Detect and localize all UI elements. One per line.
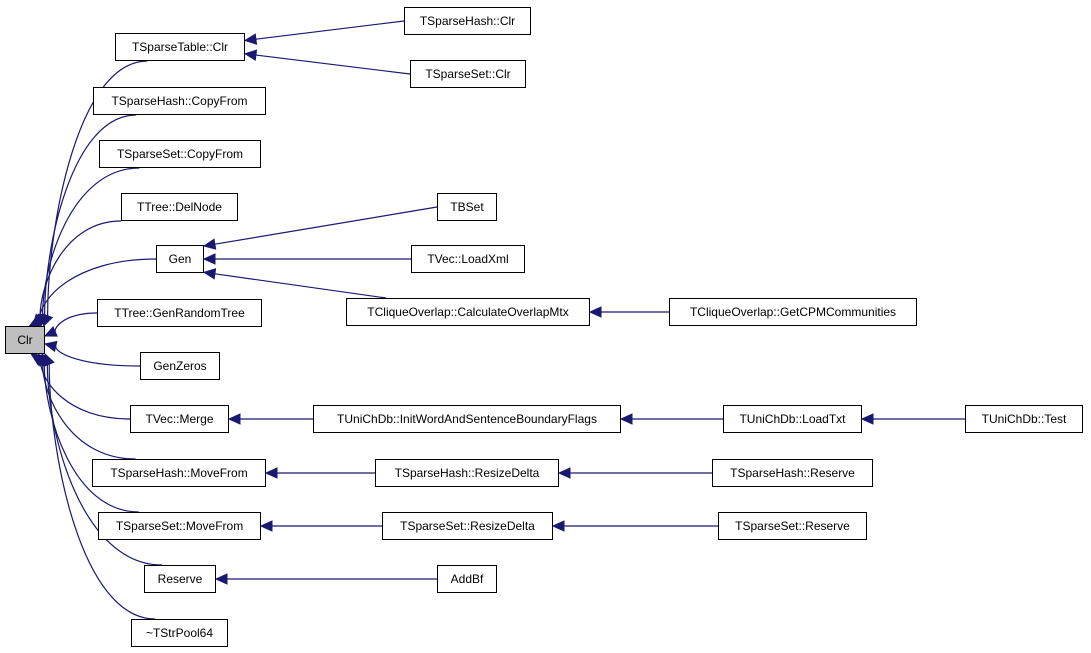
node-gen[interactable]: Gen (156, 245, 204, 273)
arrowhead (202, 268, 217, 280)
node-label: TVec::Merge (145, 412, 214, 426)
node-label: Clr (17, 333, 33, 347)
node-tunichdb-initword[interactable]: TUniChDb::InitWordAndSentenceBoundaryFla… (313, 405, 621, 433)
node-tvec-loadxml[interactable]: TVec::LoadXml (411, 245, 525, 273)
arrowhead (43, 326, 58, 337)
edge-genzeros-to-clr (55, 346, 141, 367)
arrowhead (243, 33, 258, 45)
arrowhead (264, 467, 278, 479)
node-label: TSparseSet::Clr (425, 67, 511, 81)
node-addbf[interactable]: AddBf (437, 565, 497, 593)
node-ttree-delnode[interactable]: TTree::DelNode (121, 193, 238, 221)
node-label: TSparseHash::Reserve (730, 466, 855, 480)
node-label: TUniChDb::Test (981, 412, 1067, 426)
arrowhead (214, 573, 228, 585)
node-tsparseset-copyfrom[interactable]: TSparseSet::CopyFrom (99, 140, 261, 168)
node-tstrpool64-dtor[interactable]: ~TStrPool64 (131, 619, 228, 647)
arrowhead (227, 413, 241, 425)
node-label: TSparseSet::Reserve (735, 519, 850, 533)
edge-tsparsehash-clr-to-tsparsetable-clr (255, 20, 405, 40)
node-label: TSparseSet::ResizeDelta (400, 519, 535, 533)
node-tbset[interactable]: TBSet (437, 193, 497, 221)
node-tunichdb-test[interactable]: TUniChDb::Test (965, 405, 1083, 433)
node-label: TSparseHash::Clr (419, 14, 516, 28)
arrowhead (43, 340, 58, 353)
node-label: TTree::GenRandomTree (114, 306, 245, 320)
node-tcliqueoverlap-getcpm[interactable]: TCliqueOverlap::GetCPMCommunities (669, 298, 917, 326)
edge-tstrpool64-dtor-to-clr (48, 364, 156, 620)
arrowhead (551, 520, 565, 532)
edge-gen-to-clr (38, 258, 157, 321)
arrowhead (202, 253, 216, 265)
node-ttree-genrandomtree[interactable]: TTree::GenRandomTree (97, 299, 262, 327)
node-label: TBSet (450, 200, 484, 214)
node-label: TCliqueOverlap::CalculateOverlapMtx (367, 305, 569, 319)
edge-ttree-genrandomtree-to-clr (54, 312, 98, 332)
node-label: TVec::LoadXml (427, 252, 509, 266)
node-tsparseset-movefrom[interactable]: TSparseSet::MoveFrom (98, 512, 261, 540)
edge-tvec-merge-to-clr (39, 360, 131, 420)
edge-tsparseset-clr-to-tsparsetable-clr (255, 54, 411, 75)
arrowhead (860, 413, 874, 425)
node-label: Reserve (157, 572, 203, 586)
node-tsparsehash-movefrom[interactable]: TSparseHash::MoveFrom (92, 459, 266, 487)
edge-tsparsetable-clr-to-clr (47, 60, 148, 316)
arrowhead (557, 467, 571, 479)
edge-tcliqueoverlap-calc-to-gen (214, 273, 387, 299)
node-label: TSparseSet::CopyFrom (116, 147, 244, 161)
node-tsparsetable-clr[interactable]: TSparseTable::Clr (115, 33, 245, 61)
edge-tsparsehash-copyfrom-to-clr (43, 114, 137, 316)
edge-tsparseset-movefrom-to-clr (43, 363, 139, 513)
edge-reserve-to-clr (46, 363, 163, 566)
node-label: TSparseTable::Clr (131, 40, 229, 54)
node-tsparseset-clr[interactable]: TSparseSet::Clr (410, 60, 526, 88)
node-tsparsehash-resizedelta[interactable]: TSparseHash::ResizeDelta (375, 459, 559, 487)
node-label: TSparseSet::MoveFrom (115, 519, 244, 533)
node-label: TSparseHash::CopyFrom (111, 94, 248, 108)
node-tsparsehash-copyfrom[interactable]: TSparseHash::CopyFrom (93, 87, 266, 115)
node-tunichdb-loadtxt[interactable]: TUniChDb::LoadTxt (723, 405, 862, 433)
node-tvec-merge[interactable]: TVec::Merge (130, 405, 229, 433)
arrowhead (588, 306, 602, 318)
node-label: ~TStrPool64 (145, 626, 214, 640)
node-label: TUniChDb::LoadTxt (739, 412, 846, 426)
arrowhead (202, 238, 217, 250)
node-reserve[interactable]: Reserve (144, 565, 216, 593)
node-label: TCliqueOverlap::GetCPMCommunities (689, 305, 897, 319)
node-clr: Clr (5, 326, 45, 354)
node-tsparsehash-reserve[interactable]: TSparseHash::Reserve (712, 459, 873, 487)
arrowhead (28, 315, 43, 327)
node-tsparsehash-clr[interactable]: TSparseHash::Clr (404, 7, 531, 35)
arrowhead (259, 520, 273, 532)
arrowhead (243, 49, 258, 61)
node-tcliqueoverlap-calc[interactable]: TCliqueOverlap::CalculateOverlapMtx (346, 298, 590, 326)
node-label: TSparseHash::MoveFrom (110, 466, 248, 480)
node-label: Gen (168, 252, 192, 266)
node-genzeros[interactable]: GenZeros (140, 352, 220, 380)
edge-ttree-delnode-to-clr (39, 220, 122, 318)
node-label: AddBf (450, 572, 484, 586)
node-label: TSparseHash::ResizeDelta (394, 466, 540, 480)
arrowhead (619, 413, 633, 425)
arrowhead (44, 352, 55, 367)
edge-tsparseset-copyfrom-to-clr (41, 167, 140, 317)
node-tsparseset-reserve[interactable]: TSparseSet::Reserve (718, 512, 867, 540)
node-label: GenZeros (153, 359, 207, 373)
node-tsparseset-resizedelta[interactable]: TSparseSet::ResizeDelta (382, 512, 553, 540)
node-label: TUniChDb::InitWordAndSentenceBoundaryFla… (337, 412, 597, 426)
node-label: TTree::DelNode (137, 200, 222, 214)
edge-tbset-to-gen (214, 206, 438, 245)
